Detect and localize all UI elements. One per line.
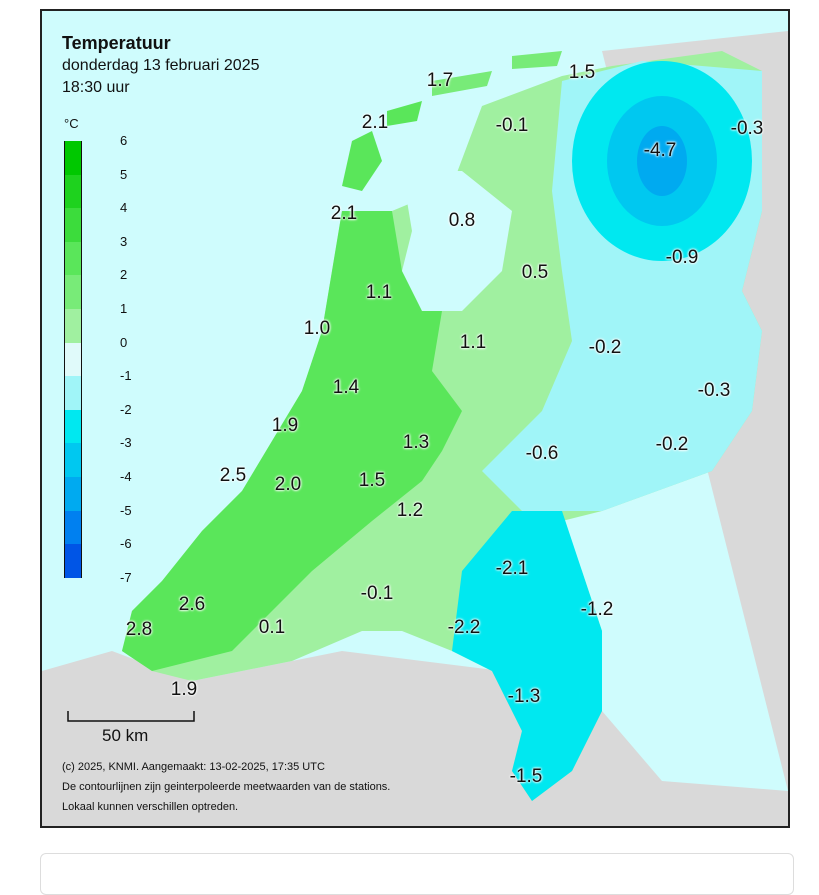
bottom-card [40, 853, 794, 895]
island-terschelling [432, 71, 492, 96]
legend-swatch [64, 342, 82, 377]
ijsselmeer [402, 171, 512, 311]
temperature-value: 1.5 [358, 470, 386, 491]
temperature-value: 1.1 [459, 332, 487, 353]
legend-swatch [64, 409, 82, 444]
temperature-value: -1.2 [580, 599, 614, 620]
legend-swatch [64, 477, 82, 511]
temperature-value: -4.7 [643, 140, 677, 161]
temperature-value: 1.5 [568, 62, 596, 83]
temperature-value: -0.6 [525, 443, 559, 464]
temperature-value: -0.2 [588, 337, 622, 358]
legend-tick-label: 0 [120, 334, 128, 350]
temperature-value: -0.1 [495, 115, 529, 136]
credit-line-3: Lokaal kunnen verschillen optreden. [62, 801, 239, 813]
map-date: donderdag 13 februari 2025 [62, 57, 260, 74]
temperature-value: 1.3 [402, 432, 430, 453]
legend-swatch [64, 443, 82, 477]
temperature-map: Temperatuur donderdag 13 februari 2025 1… [40, 9, 790, 828]
island-ameland [512, 51, 562, 69]
scale-bar [67, 711, 195, 722]
map-canvas [42, 31, 788, 826]
temperature-value: 2.6 [178, 594, 206, 615]
legend-tick-label: -2 [120, 401, 132, 417]
legend-swatch [64, 309, 82, 343]
temperature-value: 0.8 [448, 210, 476, 231]
temperature-value: -0.1 [360, 583, 394, 604]
temperature-value: 2.8 [125, 619, 153, 640]
legend-swatch [64, 275, 82, 309]
legend-tick-label: -4 [120, 469, 132, 484]
legend-swatch [64, 544, 82, 578]
cold-core-ne-3 [637, 126, 687, 196]
temperature-value: -1.5 [509, 766, 543, 787]
legend-tick-label: -5 [120, 502, 132, 518]
temperature-value: 2.5 [219, 465, 247, 486]
temperature-value: -1.3 [507, 686, 541, 707]
legend-swatch [64, 174, 82, 209]
legend-tick-label: -7 [120, 569, 132, 585]
temperature-value: 0.5 [521, 262, 549, 283]
legend-tick-label: 3 [120, 233, 128, 249]
temperature-value: 1.9 [271, 415, 299, 436]
temperature-value: 1.0 [303, 318, 331, 339]
legend-swatch [64, 376, 82, 410]
coldest-south-zone [452, 511, 602, 801]
temperature-value: -0.3 [697, 380, 731, 401]
temperature-value: 1.2 [396, 500, 424, 521]
map-title: Temperatuur [62, 33, 171, 53]
temperature-value: 1.7 [426, 70, 454, 91]
legend-swatch [64, 141, 82, 175]
island-vlieland [387, 101, 422, 126]
legend-tick-label: -3 [120, 435, 132, 451]
temperature-value: -0.9 [665, 247, 699, 268]
map-time: 18:30 uur [62, 79, 130, 96]
warm-zone [122, 211, 462, 671]
legend-tick-label: 6 [120, 133, 128, 148]
credit-line-1: (c) 2025, KNMI. Aangemaakt: 13-02-2025, … [62, 761, 325, 773]
legend-swatch [64, 208, 82, 242]
temperature-value: 2.1 [361, 112, 389, 133]
island-texel [342, 131, 382, 191]
temperature-value: -0.2 [655, 434, 689, 455]
scale-label: 50 km [102, 726, 149, 745]
temperature-value: 1.9 [170, 679, 198, 700]
temperature-value: 2.0 [274, 474, 302, 495]
temperature-value: 0.1 [258, 617, 286, 638]
temperature-value: 1.1 [365, 282, 393, 303]
legend-tick-label: 4 [120, 200, 128, 216]
credit-line-2: De contourlijnen zijn geinterpoleerde me… [62, 781, 391, 793]
legend-tick-label: 1 [120, 301, 128, 316]
temperature-value: 1.4 [332, 377, 360, 398]
temperature-value: -2.1 [495, 558, 529, 579]
legend-tick-label: -6 [120, 536, 132, 552]
legend-swatch [64, 510, 82, 545]
legend-unit: °C [64, 116, 79, 131]
legend-tick-label: -1 [120, 368, 132, 384]
legend-tick-label: 5 [120, 166, 128, 182]
temperature-value: -0.3 [730, 118, 764, 139]
temperature-value: -2.2 [447, 617, 481, 638]
legend-swatch [64, 241, 82, 276]
legend-tick-label: 2 [120, 267, 128, 283]
temperature-value: 2.1 [330, 203, 358, 224]
